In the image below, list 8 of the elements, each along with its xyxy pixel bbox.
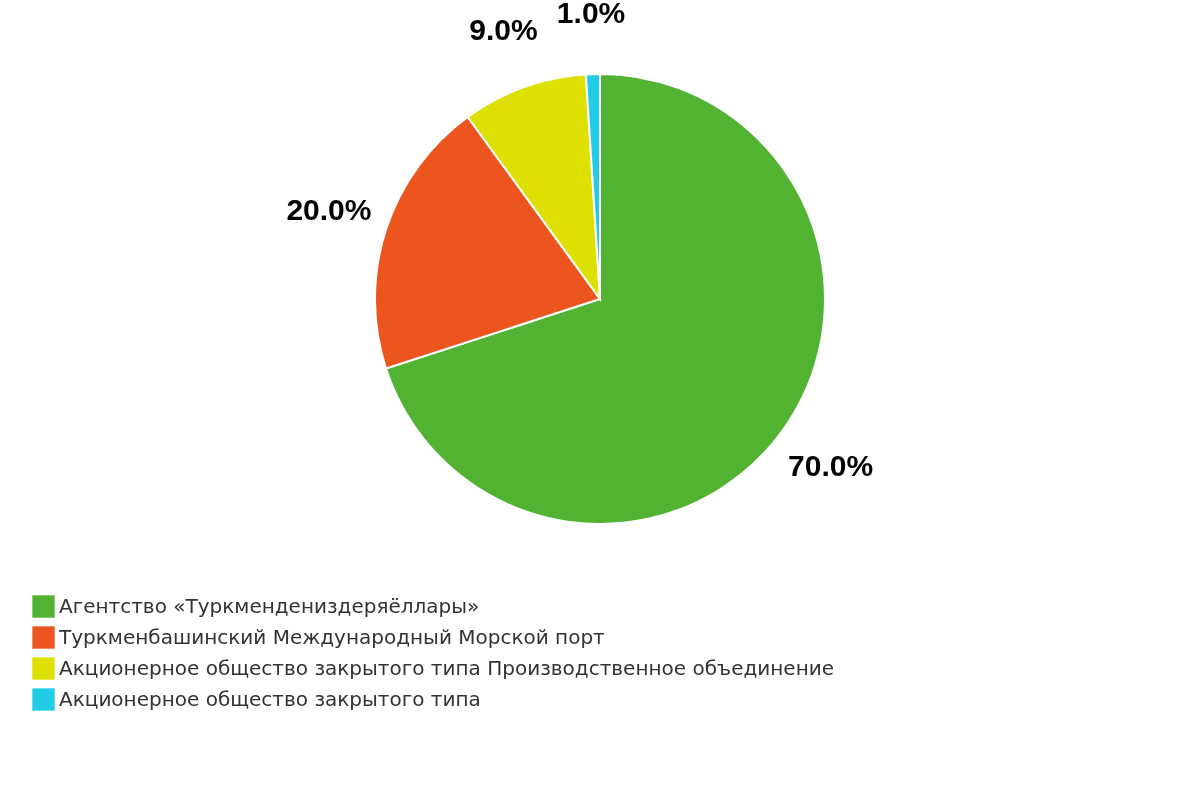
legend-label: Акционерное общество закрытого типа <box>59 686 481 711</box>
legend-label: Туркменбашинский Международный Морской порт <box>58 624 606 649</box>
data-label: 1.0% <box>556 0 626 30</box>
data-label: 70.0% <box>788 448 874 482</box>
legend-label: Агентство «Туркмендениздеряёллары» <box>59 593 480 618</box>
data-label: 20.0% <box>286 192 372 226</box>
data-label: 9.0% <box>469 12 538 46</box>
legend-label: Акционерное общество закрытого типа Производственное объединение <box>59 655 835 680</box>
